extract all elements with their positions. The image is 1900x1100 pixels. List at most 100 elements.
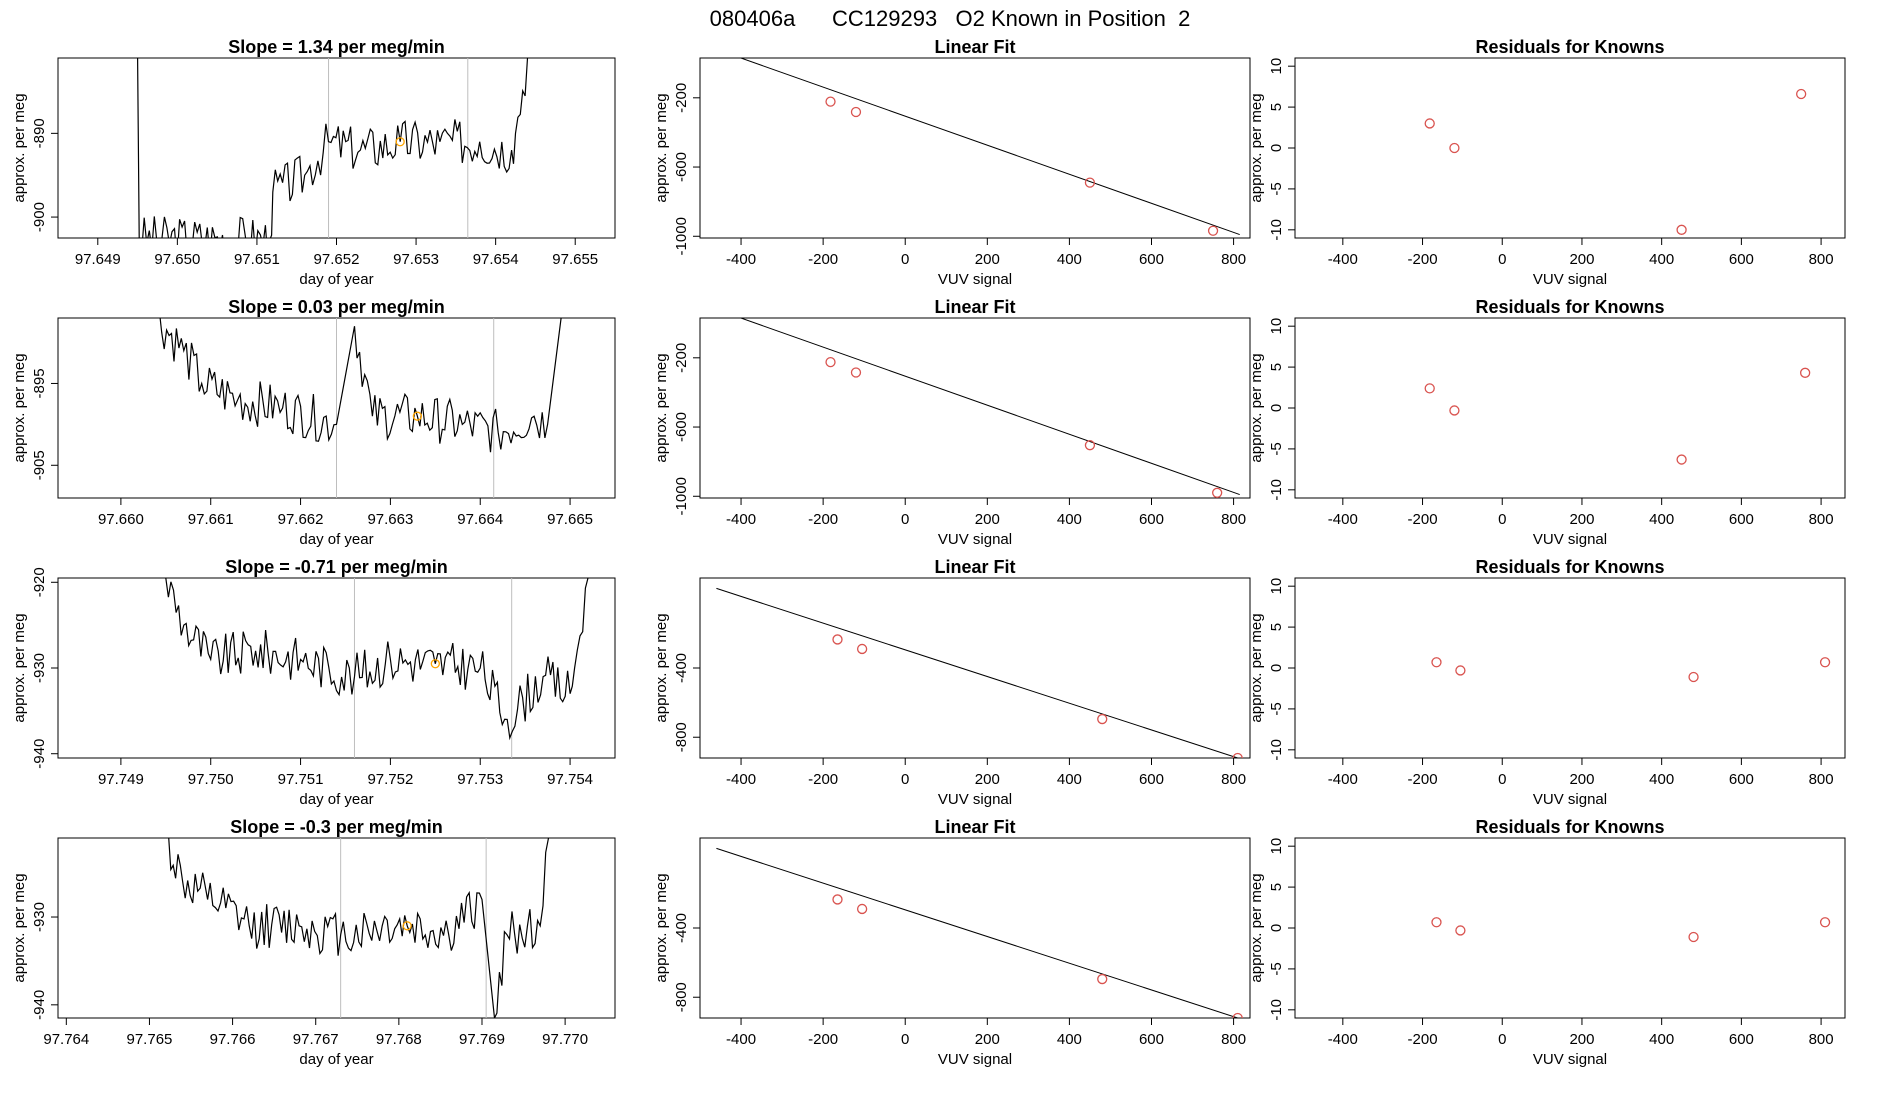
x-tick-label: 97.651 [234,251,280,268]
x-axis-label: VUV signal [938,271,1012,288]
x-tick-label: 800 [1221,1031,1246,1048]
x-tick-label: 400 [1057,511,1082,528]
y-tick-label: 10 [1268,58,1285,75]
known-data-point [825,356,836,368]
mean-point-marker [395,137,405,147]
x-tick-label: 400 [1057,771,1082,788]
x-tick-label: -200 [1408,1031,1438,1048]
panel-row1-fit: Linear Fit VUV signal approx. per meg -400 -… [653,37,1251,288]
x-tick-label: -400 [1328,1031,1358,1048]
x-tick-label: 97.749 [98,771,144,788]
mean-point-marker [412,411,423,421]
y-axis-label: approx. per meg [653,873,670,982]
x-tick-label: 200 [975,1031,1000,1048]
y-tick-label: -800 [673,982,690,1012]
known-data-point [1688,931,1699,943]
x-tick-label: 97.754 [547,771,593,788]
known-data-point [1449,142,1460,154]
panel-title: Residuals for Knowns [1475,297,1664,317]
fit-line [739,318,1240,496]
x-axis-label: day of year [299,1051,373,1068]
x-tick-label: 0 [901,771,909,788]
figure-title: 080406a CC129293 O2 Known in Position 2 [710,6,1191,31]
x-tick-label: -400 [726,1031,756,1048]
x-tick-label: 0 [1498,1031,1506,1048]
y-axis-label: approx. per meg [1248,613,1265,722]
x-tick-label: 0 [901,251,909,268]
plot-area [165,578,589,758]
y-tick-label: -10 [1268,739,1285,761]
x-axis-label: VUV signal [938,791,1012,808]
x-tick-label: 97.767 [293,1031,339,1048]
plot-area [739,318,1240,498]
known-data-point [850,106,862,118]
x-tick-label: 97.765 [127,1031,173,1048]
y-tick-label: -10 [1268,479,1285,501]
x-axis-label: day of year [299,791,373,808]
known-data-point [1097,713,1108,725]
y-tick-label: 10 [1268,838,1285,855]
panel-title: Residuals for Knowns [1475,557,1664,577]
panel-row3-trace: Slope = -0.71 per meg/min day of year appr… [11,557,616,808]
panel-title: Slope = -0.71 per meg/min [225,557,448,577]
y-axis-label: approx. per meg [1248,93,1265,202]
y-axis-label: approx. per meg [1248,353,1265,462]
panels-grid: Slope = 1.34 per meg/min day of year appro… [11,37,1846,1068]
known-data-point [1424,383,1435,394]
x-tick-label: 97.660 [98,511,144,528]
x-tick-label: 97.770 [542,1031,588,1048]
known-data-point [1431,917,1442,928]
y-axis-label: approx. per meg [653,93,670,202]
x-tick-label: 400 [1057,251,1082,268]
known-data-point [1097,973,1108,985]
plot-area [1431,917,1831,943]
x-axis-label: VUV signal [1533,271,1607,288]
x-tick-label: -200 [808,1031,838,1048]
panel-title: Linear Fit [934,557,1015,577]
x-tick-label: 600 [1139,511,1164,528]
x-tick-label: 97.753 [457,771,503,788]
plot-frame [57,837,616,1019]
x-tick-label: 0 [1498,771,1506,788]
panel-row2-resid: Residuals for Knowns VUV signal approx. pe… [1248,297,1846,548]
known-data-point [1431,657,1442,668]
x-axis-label: VUV signal [1533,1051,1607,1068]
x-tick-label: 97.769 [459,1031,505,1048]
x-tick-label: 97.662 [278,511,324,528]
x-tick-label: 600 [1139,251,1164,268]
x-tick-label: 0 [901,511,909,528]
y-tick-label: -400 [673,913,690,943]
plot-area [1431,657,1831,683]
y-tick-label: -905 [31,450,48,480]
plot-area [716,847,1243,1018]
panel-row4-resid: Residuals for Knowns VUV signal approx. pe… [1248,817,1846,1068]
panel-title: Residuals for Knowns [1475,817,1664,837]
x-tick-label: 600 [1139,771,1164,788]
plot-frame [57,57,616,239]
known-data-point [1819,657,1831,668]
known-data-point [1084,440,1096,451]
known-data-point [1455,665,1466,676]
fit-line [739,58,1240,236]
plot-frame [699,317,1251,499]
known-data-point [1819,917,1831,928]
x-tick-label: -200 [1408,511,1438,528]
y-tick-label: 5 [1268,363,1285,371]
x-tick-label: -400 [1328,511,1358,528]
x-axis-label: day of year [299,271,373,288]
x-tick-label: 200 [975,771,1000,788]
y-tick-label: 0 [1268,144,1285,152]
x-tick-label: 800 [1221,251,1246,268]
plot-area [156,318,562,498]
y-tick-label: 0 [1268,924,1285,932]
x-tick-label: 97.650 [154,251,200,268]
x-tick-label: 97.653 [393,251,439,268]
panel-title: Linear Fit [934,37,1015,57]
plot-frame [699,577,1251,759]
known-data-point [832,634,843,645]
x-tick-label: 600 [1729,771,1754,788]
y-axis-label: approx. per meg [653,613,670,722]
x-tick-label: 600 [1729,1031,1754,1048]
mean-point-marker [402,921,412,931]
